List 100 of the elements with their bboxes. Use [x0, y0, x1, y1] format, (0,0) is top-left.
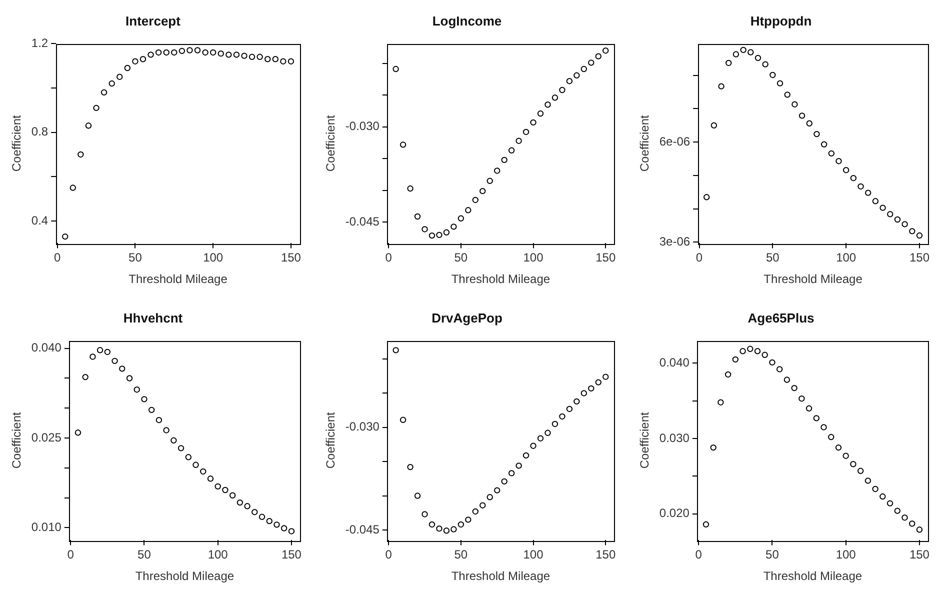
point [537, 435, 544, 442]
point [148, 52, 154, 58]
point [134, 386, 140, 393]
point [222, 486, 228, 494]
point [842, 452, 849, 459]
point [480, 502, 486, 508]
point [754, 348, 761, 354]
point [770, 72, 776, 78]
point [141, 396, 148, 402]
x-tick-label: 50 [138, 548, 152, 562]
point [214, 483, 221, 490]
point [747, 346, 754, 352]
x-axis-title: Threshold Mileage [451, 569, 550, 584]
point [218, 50, 224, 57]
point [791, 384, 798, 392]
y-tick-label: 0.040 [659, 356, 690, 370]
point [724, 371, 732, 378]
point [842, 167, 850, 174]
x-tick-label: 150 [596, 250, 616, 265]
point [443, 229, 450, 236]
chart-title: DrvAgePop [432, 310, 502, 326]
point [916, 526, 923, 533]
point [835, 444, 842, 451]
point [163, 427, 170, 434]
point [428, 521, 436, 528]
point [458, 215, 464, 222]
point [288, 58, 294, 64]
point [414, 492, 421, 499]
y-axis-title: Coefficient [324, 412, 338, 469]
chart-title: LogIncome [432, 13, 502, 28]
point [200, 468, 206, 475]
y-tick-label: 6e-06 [659, 134, 690, 148]
point [762, 352, 768, 358]
point [552, 94, 558, 101]
point [762, 61, 768, 68]
point [78, 151, 84, 158]
point [602, 47, 609, 54]
point [436, 232, 442, 238]
point [704, 194, 710, 200]
x-tick-label: 50 [766, 548, 780, 562]
point [100, 89, 108, 96]
point [96, 347, 104, 354]
y-tick-label: -0.030 [345, 119, 380, 134]
point [776, 80, 784, 86]
point [754, 54, 762, 62]
point [806, 405, 812, 412]
y-tick-label: 0.030 [659, 430, 690, 445]
point [732, 51, 740, 58]
chart-title: Age65Plus [748, 310, 814, 326]
y-axis-title: Coefficient [638, 114, 652, 172]
point [784, 376, 790, 383]
y-tick-label: -0.045 [345, 214, 380, 229]
point [140, 56, 146, 62]
point [574, 398, 580, 405]
point [494, 168, 500, 174]
point [828, 434, 834, 440]
point [726, 60, 732, 66]
point [178, 48, 186, 54]
x-axis-title: Threshold Mileage [135, 569, 234, 584]
point [516, 138, 522, 144]
x-tick-label: 50 [766, 250, 780, 265]
point [233, 52, 240, 58]
point [414, 213, 421, 220]
point [170, 437, 177, 444]
x-tick-label: 0 [696, 250, 703, 265]
point [865, 190, 872, 196]
point [62, 233, 68, 240]
point [595, 53, 602, 60]
point [530, 119, 536, 126]
chart-title: Intercept [126, 13, 182, 28]
point [436, 525, 442, 532]
chart-title: Htppopdn [750, 13, 812, 28]
x-axis-title: Threshold Mileage [763, 569, 862, 584]
point [566, 78, 573, 84]
y-tick-label: 0.4 [31, 213, 48, 228]
y-axis-title: Coefficient [10, 412, 24, 469]
x-tick-label: 0 [54, 250, 61, 265]
point [465, 207, 472, 214]
point [580, 66, 588, 72]
point [916, 232, 923, 239]
point [486, 494, 493, 500]
point [392, 66, 399, 72]
point [229, 492, 236, 498]
point [210, 49, 216, 56]
point [909, 520, 916, 527]
point [93, 104, 100, 112]
point [820, 424, 827, 430]
point [886, 500, 894, 506]
point [185, 454, 192, 460]
x-tick-label: 50 [128, 250, 142, 265]
y-tick-label: 0.020 [659, 506, 690, 520]
point [850, 175, 857, 182]
point [116, 74, 123, 80]
point [226, 52, 232, 58]
point [178, 445, 184, 452]
x-tick-label: 100 [836, 250, 856, 265]
point [702, 521, 710, 528]
point [194, 47, 201, 54]
point [422, 511, 428, 518]
point [104, 348, 111, 356]
